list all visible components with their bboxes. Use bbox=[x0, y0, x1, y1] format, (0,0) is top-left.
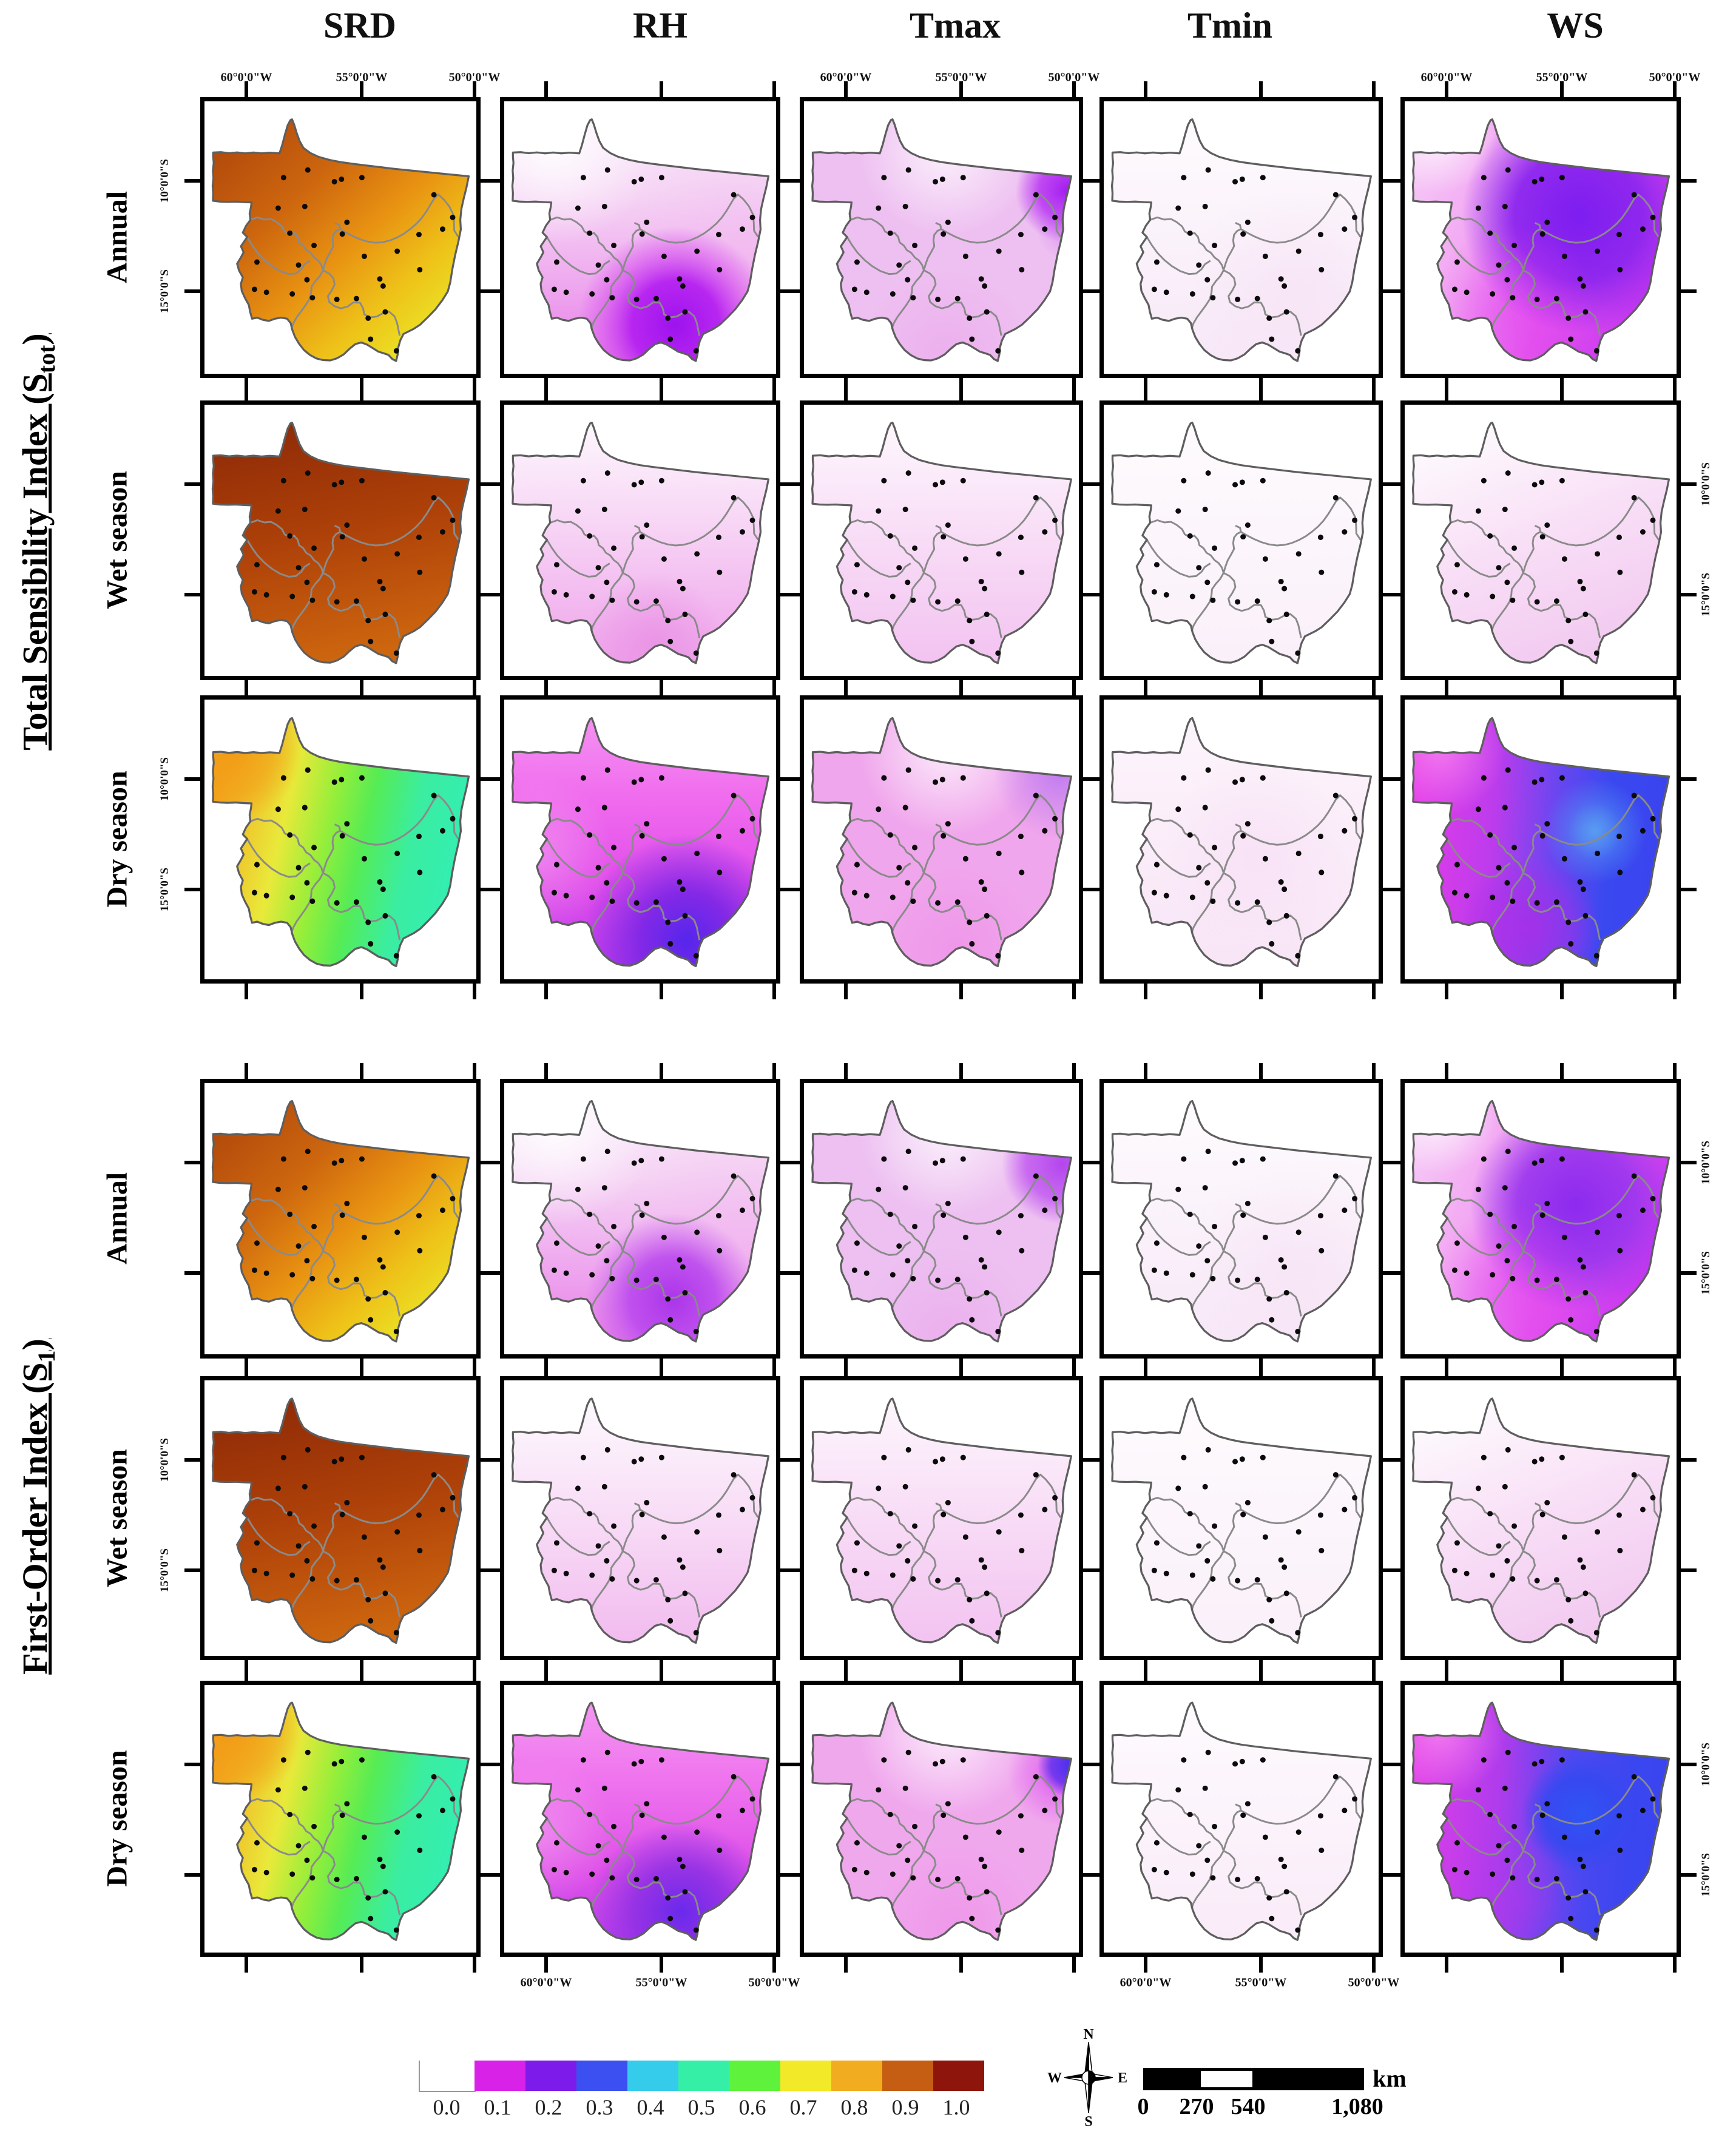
svg-text:S: S bbox=[1084, 2114, 1092, 2130]
svg-text:W: W bbox=[1047, 2070, 1062, 2086]
svg-text:E: E bbox=[1118, 2070, 1127, 2086]
svg-text:N: N bbox=[1083, 2027, 1094, 2042]
